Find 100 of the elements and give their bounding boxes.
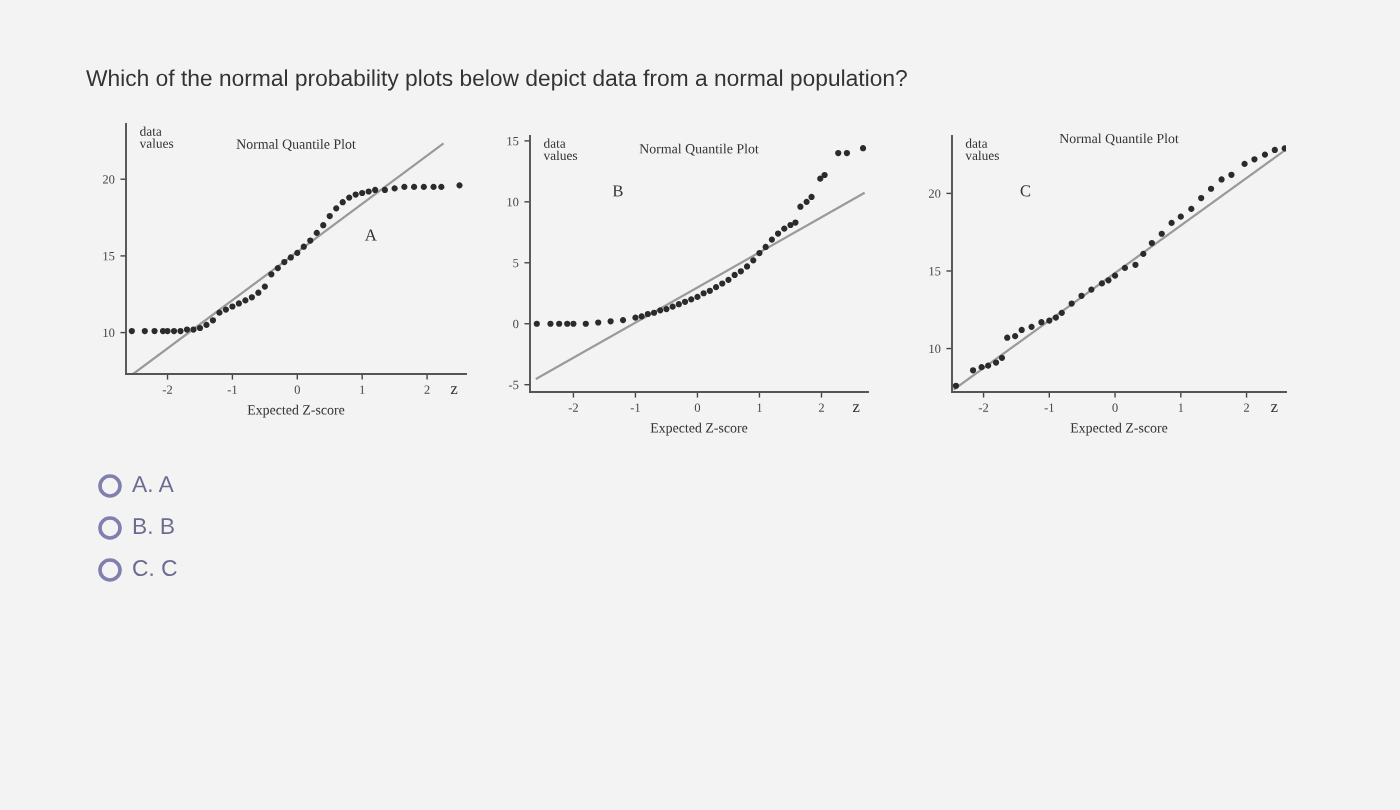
point xyxy=(719,280,726,287)
point xyxy=(978,364,985,371)
point xyxy=(808,193,815,201)
point xyxy=(985,362,992,369)
point xyxy=(1111,272,1119,279)
point xyxy=(359,189,366,197)
point xyxy=(564,320,571,327)
point xyxy=(339,199,346,206)
point xyxy=(313,229,320,236)
point xyxy=(681,298,689,305)
point xyxy=(1271,146,1278,154)
point xyxy=(456,182,463,189)
point xyxy=(274,265,281,272)
point xyxy=(817,175,824,182)
point xyxy=(203,321,210,329)
point xyxy=(632,314,639,321)
point xyxy=(300,243,307,250)
point xyxy=(774,230,782,237)
point xyxy=(712,284,720,291)
point xyxy=(222,306,230,313)
point xyxy=(196,324,204,332)
text: B. B xyxy=(133,518,174,534)
point xyxy=(209,317,217,324)
point xyxy=(333,205,340,212)
point xyxy=(595,319,602,326)
point xyxy=(151,327,158,335)
point xyxy=(1121,264,1129,271)
point xyxy=(1177,213,1184,220)
point xyxy=(725,276,732,283)
point xyxy=(420,183,427,190)
annotation: C xyxy=(1020,185,1031,197)
point xyxy=(1046,317,1053,324)
annotation: B xyxy=(612,185,623,197)
point xyxy=(1228,171,1235,178)
point xyxy=(190,326,197,333)
point xyxy=(1018,326,1025,334)
point xyxy=(607,318,614,325)
point xyxy=(969,367,977,374)
point xyxy=(750,257,757,264)
point xyxy=(1038,319,1045,326)
point xyxy=(1158,230,1165,237)
point xyxy=(638,313,645,320)
point xyxy=(307,237,314,244)
point xyxy=(762,243,769,251)
point xyxy=(644,310,651,318)
point xyxy=(582,320,589,327)
point xyxy=(792,219,799,226)
point xyxy=(781,225,788,232)
point xyxy=(170,327,178,335)
point xyxy=(438,183,445,190)
text: z xyxy=(852,404,860,412)
point xyxy=(835,149,842,157)
point xyxy=(1188,205,1195,213)
point xyxy=(821,171,828,179)
point xyxy=(700,290,707,297)
point xyxy=(706,287,713,294)
point xyxy=(688,296,695,303)
point xyxy=(657,307,664,314)
point xyxy=(177,327,184,335)
text: A. A xyxy=(132,476,174,492)
point xyxy=(1052,314,1059,321)
point xyxy=(1148,239,1155,247)
point xyxy=(410,183,418,190)
point xyxy=(1028,323,1035,330)
point xyxy=(843,149,851,157)
point xyxy=(401,183,408,190)
point xyxy=(1105,277,1112,284)
point xyxy=(787,221,794,229)
point xyxy=(294,249,301,256)
point xyxy=(381,186,388,194)
point xyxy=(268,271,275,278)
point xyxy=(675,301,682,308)
point xyxy=(731,271,738,279)
point xyxy=(1004,334,1011,341)
text: C. C xyxy=(133,559,177,577)
point xyxy=(1251,156,1258,163)
point xyxy=(1241,160,1248,168)
point xyxy=(248,294,255,301)
point xyxy=(556,320,563,327)
point xyxy=(141,327,148,335)
point xyxy=(1168,219,1175,226)
point xyxy=(287,254,294,261)
point xyxy=(1218,176,1225,183)
point xyxy=(952,382,960,389)
point xyxy=(797,203,804,210)
point xyxy=(365,188,372,195)
annotation: A xyxy=(364,229,377,241)
point xyxy=(1068,300,1075,307)
point xyxy=(235,300,243,307)
point xyxy=(619,316,627,324)
point xyxy=(663,306,670,313)
point xyxy=(346,194,353,201)
point xyxy=(650,309,658,316)
point xyxy=(756,249,763,257)
point xyxy=(743,263,751,270)
point xyxy=(261,283,268,290)
point xyxy=(430,183,437,190)
point xyxy=(183,326,191,333)
point xyxy=(694,293,701,301)
text: z xyxy=(450,386,458,394)
